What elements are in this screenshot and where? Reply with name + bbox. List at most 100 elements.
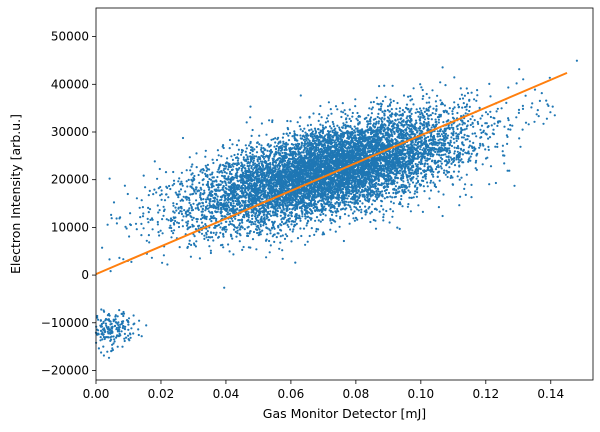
- scatter-point: [367, 131, 370, 134]
- scatter-point: [360, 208, 363, 211]
- scatter-point: [115, 217, 118, 220]
- scatter-point: [301, 212, 304, 215]
- scatter-point: [374, 195, 377, 198]
- scatter-point: [458, 154, 461, 157]
- scatter-point: [380, 118, 383, 121]
- scatter-point: [191, 183, 194, 186]
- scatter-point: [408, 185, 411, 188]
- scatter-point: [447, 158, 450, 161]
- scatter-point: [377, 112, 380, 115]
- scatter-point: [459, 87, 462, 90]
- scatter-point: [244, 169, 247, 172]
- scatter-point: [368, 107, 371, 110]
- scatter-point: [381, 132, 384, 135]
- scatter-point: [229, 201, 232, 205]
- scatter-point: [356, 218, 359, 221]
- scatter-point: [468, 140, 471, 143]
- scatter-point: [406, 115, 409, 118]
- scatter-point: [301, 215, 304, 218]
- scatter-point: [207, 239, 210, 242]
- scatter-point: [327, 142, 330, 145]
- scatter-point: [271, 161, 274, 164]
- scatter-point: [318, 133, 321, 136]
- scatter-point: [271, 174, 274, 177]
- scatter-point: [493, 117, 496, 120]
- scatter-point: [302, 201, 305, 204]
- scatter-point: [191, 218, 194, 221]
- scatter-point: [473, 132, 477, 135]
- scatter-point: [147, 211, 150, 214]
- scatter-point: [119, 216, 122, 219]
- scatter-point: [174, 191, 177, 194]
- scatter-point: [147, 221, 150, 224]
- scatter-point: [398, 162, 401, 165]
- scatter-point: [155, 191, 158, 194]
- scatter-point: [336, 124, 339, 127]
- scatter-point: [475, 99, 478, 102]
- scatter-point: [186, 185, 189, 188]
- scatter-point: [259, 223, 262, 226]
- scatter-point: [358, 205, 362, 208]
- scatter-point: [200, 221, 204, 224]
- scatter-point: [465, 108, 468, 111]
- scatter-point: [401, 109, 404, 112]
- scatter-point: [416, 186, 419, 189]
- scatter-point: [215, 231, 218, 234]
- scatter-point: [331, 211, 334, 214]
- scatter-point: [453, 150, 456, 153]
- scatter-point: [290, 147, 293, 151]
- scatter-point: [162, 254, 165, 257]
- scatter-point: [237, 148, 240, 151]
- scatter-point: [292, 228, 295, 231]
- scatter-point: [415, 173, 418, 176]
- scatter-point: [405, 103, 409, 106]
- scatter-point: [389, 101, 393, 104]
- scatter-point: [348, 190, 351, 193]
- scatter-point: [463, 133, 466, 136]
- scatter-point: [364, 187, 367, 190]
- scatter-point: [391, 215, 394, 218]
- scatter-point: [220, 196, 223, 199]
- scatter-point: [271, 157, 274, 160]
- scatter-point: [392, 202, 395, 205]
- scatter-point: [455, 137, 458, 140]
- scatter-point: [473, 98, 476, 101]
- scatter-point: [421, 176, 424, 179]
- scatter-point: [329, 228, 332, 231]
- scatter-point: [251, 128, 254, 132]
- scatter-point: [400, 198, 403, 201]
- scatter-point: [236, 159, 239, 162]
- scatter-point: [219, 231, 222, 234]
- scatter-point: [256, 160, 259, 163]
- scatter-point: [115, 222, 118, 225]
- scatter-point: [434, 118, 437, 121]
- scatter-point: [478, 106, 481, 109]
- scatter-point: [317, 219, 320, 222]
- scatter-point: [304, 215, 307, 218]
- scatter-point: [441, 158, 444, 161]
- scatter-point: [410, 112, 413, 115]
- scatter-point: [294, 147, 298, 151]
- scatter-point: [453, 106, 456, 109]
- scatter-point: [437, 206, 440, 209]
- scatter-point: [405, 134, 408, 137]
- scatter-point: [373, 199, 377, 203]
- scatter-point: [347, 137, 351, 140]
- scatter-point: [306, 215, 309, 218]
- scatter-point: [363, 178, 366, 181]
- scatter-point: [213, 200, 216, 203]
- scatter-point: [369, 122, 372, 125]
- scatter-point: [479, 144, 482, 147]
- scatter-point: [305, 137, 309, 140]
- scatter-point: [443, 104, 446, 107]
- scatter-point: [280, 220, 284, 224]
- scatter-point: [386, 116, 390, 119]
- scatter-point: [294, 158, 297, 161]
- scatter-point: [173, 229, 176, 232]
- scatter-point: [319, 213, 322, 216]
- scatter-point: [342, 239, 345, 243]
- scatter-point: [209, 251, 212, 255]
- scatter-point: [381, 110, 384, 113]
- scatter-point: [450, 162, 453, 165]
- scatter-point: [419, 125, 422, 128]
